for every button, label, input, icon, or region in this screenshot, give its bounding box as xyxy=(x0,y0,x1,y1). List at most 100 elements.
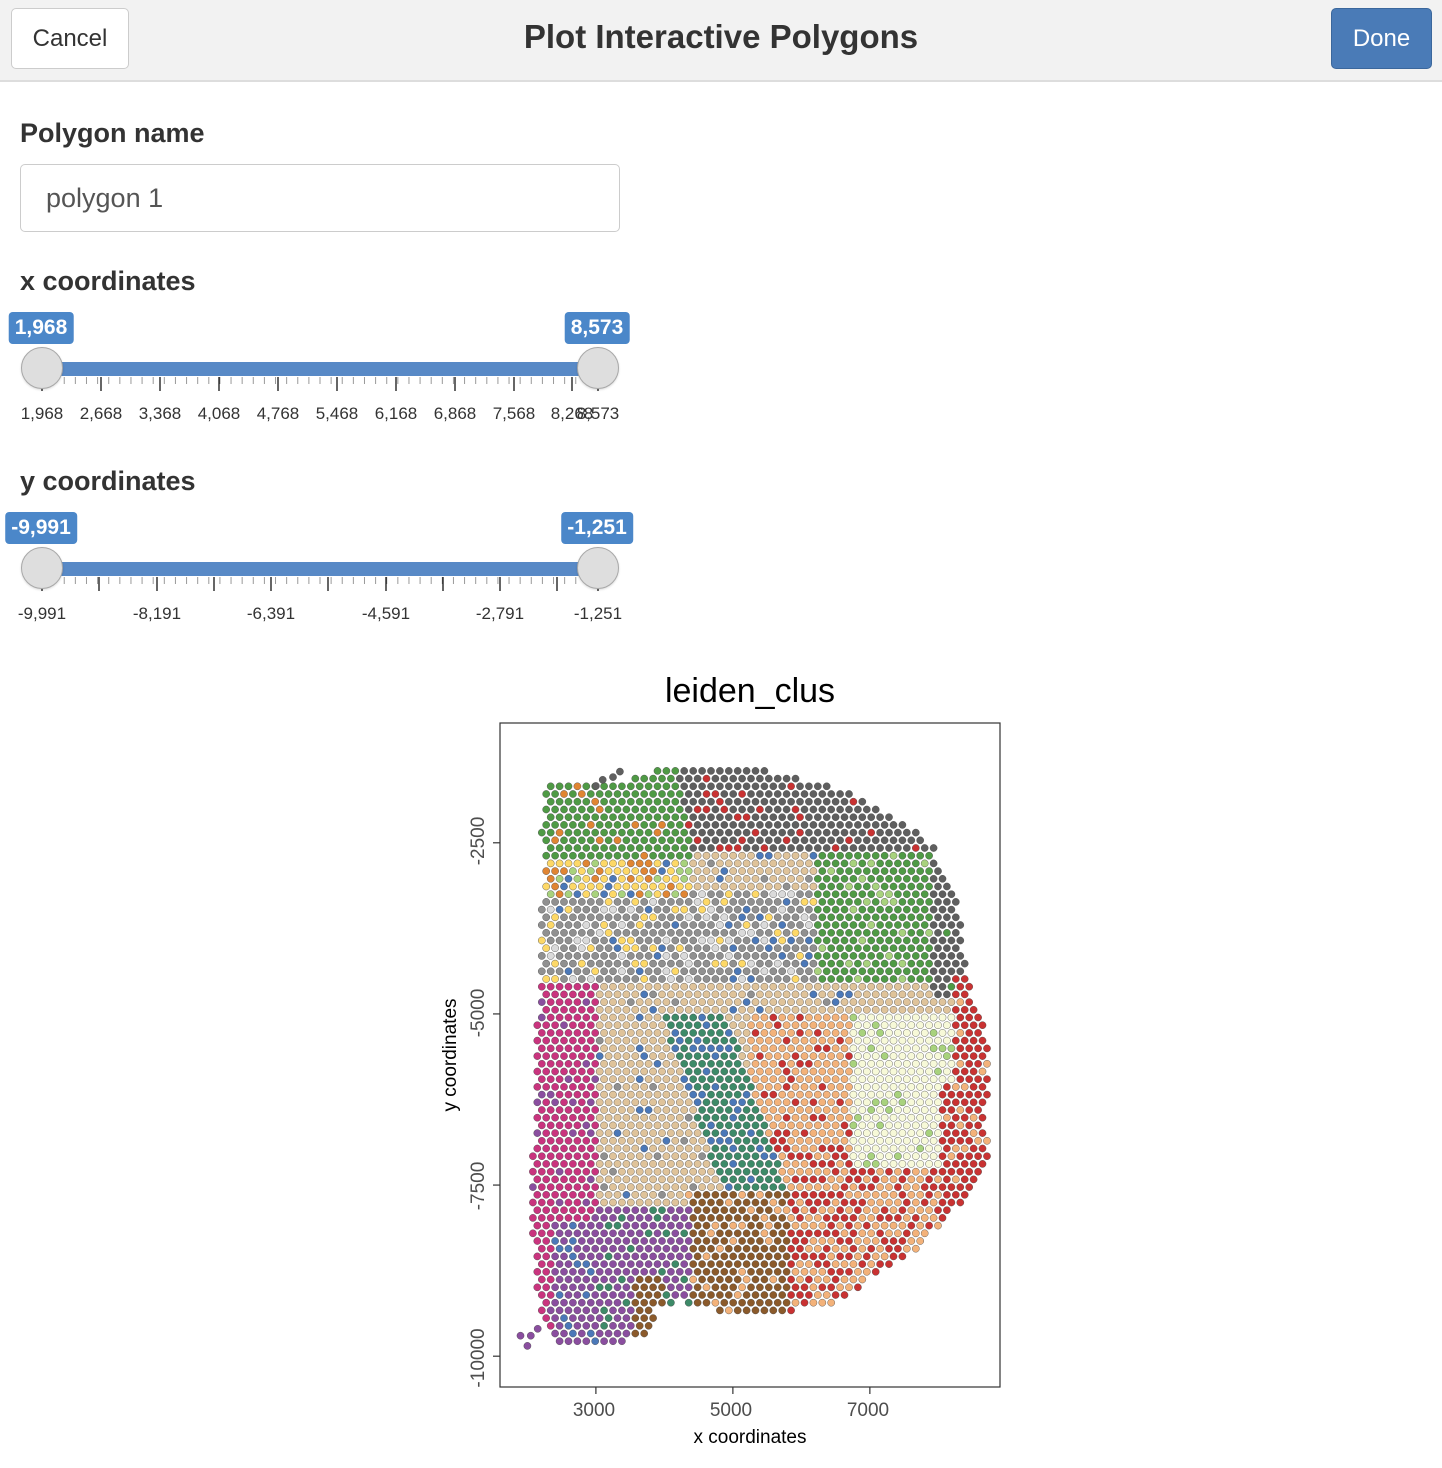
data-point xyxy=(965,1106,974,1114)
data-point xyxy=(805,859,813,868)
data-point xyxy=(635,828,644,837)
data-point xyxy=(934,975,942,983)
data-point xyxy=(925,1006,933,1014)
data-point xyxy=(849,844,858,852)
data-point xyxy=(880,851,889,860)
data-point xyxy=(845,1021,853,1029)
data-point xyxy=(871,836,880,845)
data-point xyxy=(662,921,671,929)
done-button[interactable]: Done xyxy=(1331,8,1432,69)
data-point xyxy=(960,1067,969,1076)
data-point xyxy=(689,1137,698,1145)
data-point xyxy=(983,1152,991,1160)
data-point xyxy=(836,821,844,829)
data-point xyxy=(827,1206,836,1214)
data-point xyxy=(889,1206,898,1214)
data-point xyxy=(707,1090,715,1099)
data-point xyxy=(662,782,671,791)
data-point xyxy=(618,905,626,914)
data-point xyxy=(863,913,871,922)
data-point xyxy=(809,1129,818,1137)
data-point xyxy=(698,1060,706,1068)
data-point xyxy=(800,1221,809,1230)
data-point xyxy=(631,774,640,783)
data-point xyxy=(809,805,818,814)
data-point xyxy=(582,1167,591,1176)
data-point xyxy=(805,1152,813,1160)
data-point xyxy=(689,1060,698,1068)
polygon-name-input[interactable] xyxy=(20,164,620,232)
x-coordinates-slider[interactable]: 1,968 8,573 1,968 2,668 3,368 4,068 4,76… xyxy=(0,312,660,423)
data-point xyxy=(885,905,893,914)
data-point xyxy=(956,1183,965,1191)
cancel-button[interactable]: Cancel xyxy=(11,8,129,69)
data-point xyxy=(805,952,813,960)
data-point xyxy=(912,1106,920,1114)
data-point xyxy=(542,1283,551,1292)
data-point xyxy=(920,967,929,976)
data-point xyxy=(796,797,804,806)
data-point xyxy=(676,1175,684,1184)
data-point xyxy=(894,921,902,929)
data-point xyxy=(969,1175,978,1184)
data-point xyxy=(880,1021,889,1029)
data-point xyxy=(871,1144,880,1153)
data-point xyxy=(616,767,624,776)
data-point xyxy=(854,1175,862,1184)
data-point xyxy=(720,1221,729,1230)
data-point xyxy=(587,1283,595,1292)
data-point xyxy=(560,1329,568,1338)
data-point xyxy=(822,1090,831,1099)
data-point xyxy=(947,905,956,914)
data-point xyxy=(573,813,582,822)
y-slider-low-handle[interactable] xyxy=(21,547,63,589)
data-point xyxy=(609,844,617,852)
data-point xyxy=(627,844,635,852)
data-point xyxy=(974,1013,982,1022)
data-point xyxy=(934,1036,942,1045)
data-point xyxy=(622,836,631,845)
data-point xyxy=(698,1137,706,1145)
data-point xyxy=(787,905,795,914)
data-point xyxy=(578,851,586,860)
data-point xyxy=(920,1044,929,1053)
data-point xyxy=(711,959,720,968)
data-point xyxy=(903,1167,911,1176)
data-point xyxy=(716,859,724,868)
data-point xyxy=(711,913,720,922)
data-point xyxy=(587,929,595,937)
y-coordinates-slider[interactable]: -9,991 -1,251 -9,991 -8,191 -6,391 -4,59… xyxy=(0,512,660,623)
data-point xyxy=(751,844,760,852)
data-point xyxy=(542,975,551,983)
data-point xyxy=(662,844,671,852)
data-point xyxy=(818,1221,827,1230)
data-point xyxy=(938,967,947,976)
data-point xyxy=(747,1067,755,1076)
x-slider-low-handle[interactable] xyxy=(21,347,63,389)
data-point xyxy=(533,1283,542,1292)
data-point xyxy=(947,1152,956,1160)
data-point xyxy=(738,867,746,875)
data-point xyxy=(894,1029,902,1037)
x-slider-high-handle[interactable] xyxy=(577,347,619,389)
data-point xyxy=(760,1013,769,1022)
x-grid-label: 7,568 xyxy=(493,404,536,423)
data-point xyxy=(836,1160,844,1168)
data-point xyxy=(836,944,844,953)
data-point xyxy=(947,1183,956,1191)
data-point xyxy=(591,1044,600,1053)
data-point xyxy=(729,913,738,922)
data-point xyxy=(751,767,760,775)
data-point xyxy=(849,813,858,822)
data-point xyxy=(635,998,644,1006)
data-point xyxy=(538,921,546,929)
data-point xyxy=(814,1090,822,1099)
y-slider-high-handle[interactable] xyxy=(577,547,619,589)
data-point xyxy=(725,1029,733,1037)
data-point xyxy=(849,936,858,945)
data-point xyxy=(538,1291,546,1299)
data-point xyxy=(978,1067,987,1076)
data-point xyxy=(604,1113,613,1122)
data-point xyxy=(684,990,693,999)
data-point xyxy=(818,836,827,845)
